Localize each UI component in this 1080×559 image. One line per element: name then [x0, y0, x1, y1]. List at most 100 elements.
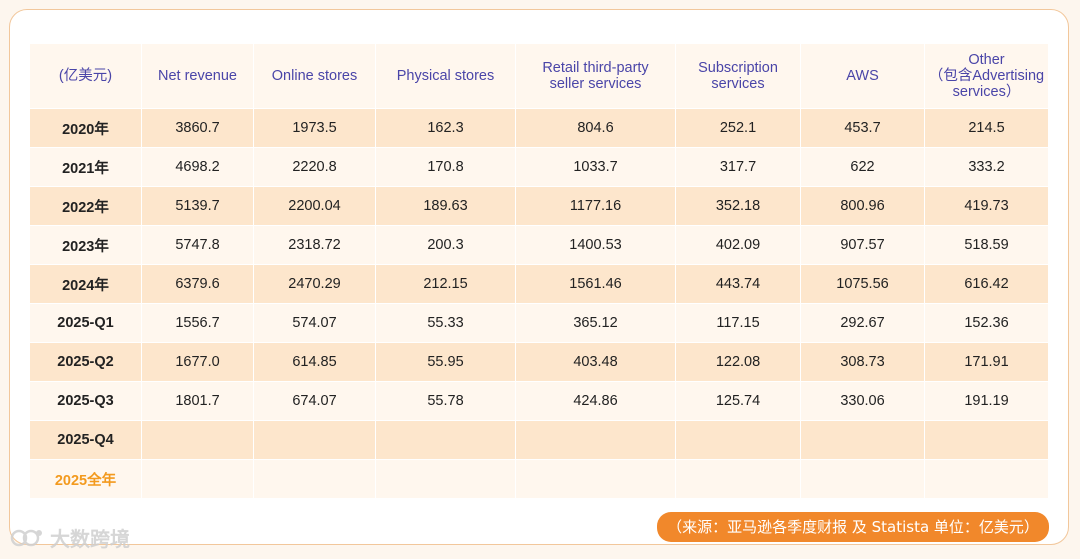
table-cell: 1561.46 — [516, 265, 676, 304]
table-cell: 1556.7 — [142, 304, 254, 343]
table-cell: 122.08 — [676, 343, 801, 382]
table-cell: 292.67 — [801, 304, 925, 343]
watermark: 大数跨境 — [10, 523, 130, 552]
table-row: 2025全年 — [30, 460, 1049, 499]
table-cell: 518.59 — [925, 226, 1049, 265]
table-cell: 189.63 — [376, 187, 516, 226]
table-cell — [801, 460, 925, 499]
table-cell: 171.91 — [925, 343, 1049, 382]
table-cell: 2318.72 — [254, 226, 376, 265]
table-cell — [254, 421, 376, 460]
table-cell: 804.6 — [516, 109, 676, 148]
table-cell: 330.06 — [801, 382, 925, 421]
table-cell — [142, 421, 254, 460]
table-cell — [925, 421, 1049, 460]
table-cell — [142, 460, 254, 499]
row-label: 2025-Q1 — [30, 304, 142, 343]
table-cell: 55.78 — [376, 382, 516, 421]
table-body: 2020年 3860.7 1973.5 162.3 804.6 252.1 453.7 214… — [30, 109, 1049, 499]
table-cell: 1177.16 — [516, 187, 676, 226]
source-note-text: （来源：亚马逊各季度财报 及 Statista 单位：亿美元） — [667, 518, 1039, 536]
table-cell: 800.96 — [801, 187, 925, 226]
table-cell: 1400.53 — [516, 226, 676, 265]
table-cell: 214.5 — [925, 109, 1049, 148]
table-cell: 317.7 — [676, 148, 801, 187]
table-row: 2021年 4698.2 2220.8 170.8 1033.7 317.7 622 333.… — [30, 148, 1049, 187]
column-header: Subscription services — [676, 44, 801, 109]
table-row: 2024年 6379.6 2470.29 212.15 1561.46 443.74 107… — [30, 265, 1049, 304]
table-cell: 200.3 — [376, 226, 516, 265]
table-cell: 443.74 — [676, 265, 801, 304]
table-cell — [516, 460, 676, 499]
table-cell: 616.42 — [925, 265, 1049, 304]
table-row: 2025-Q3 1801.7 674.07 55.78 424.86 125.74 330.… — [30, 382, 1049, 421]
table-cell: 4698.2 — [142, 148, 254, 187]
table-cell: 252.1 — [676, 109, 801, 148]
table-cell — [676, 460, 801, 499]
table-row: 2025-Q1 1556.7 574.07 55.33 365.12 117.15 292.… — [30, 304, 1049, 343]
watermark-text: 大数跨境 — [50, 527, 130, 551]
table-cell: 2200.04 — [254, 187, 376, 226]
table-cell: 403.48 — [516, 343, 676, 382]
table-cell: 1677.0 — [142, 343, 254, 382]
table-cell: 152.36 — [925, 304, 1049, 343]
table-cell: 622 — [801, 148, 925, 187]
column-header: Physical stores — [376, 44, 516, 109]
table-cell: 117.15 — [676, 304, 801, 343]
table-cell — [925, 460, 1049, 499]
row-label: 2021年 — [30, 148, 142, 187]
table-cell — [676, 421, 801, 460]
header-unit: (亿美元) — [30, 44, 142, 109]
row-label: 2024年 — [30, 265, 142, 304]
table-cell: 333.2 — [925, 148, 1049, 187]
table-cell: 5747.8 — [142, 226, 254, 265]
row-label: 2025全年 — [30, 460, 142, 499]
column-header: Retail third-party seller services — [516, 44, 676, 109]
revenue-table: (亿美元) Net revenue Online stores Physical st… — [30, 44, 1049, 499]
table-cell: 308.73 — [801, 343, 925, 382]
table-cell — [254, 460, 376, 499]
table-cell: 55.33 — [376, 304, 516, 343]
table-cell: 6379.6 — [142, 265, 254, 304]
source-note-badge: （来源：亚马逊各季度财报 及 Statista 单位：亿美元） — [657, 512, 1049, 542]
table-cell: 574.07 — [254, 304, 376, 343]
table-cell: 5139.7 — [142, 187, 254, 226]
table-cell: 1033.7 — [516, 148, 676, 187]
table-row: 2020年 3860.7 1973.5 162.3 804.6 252.1 453.7 214… — [30, 109, 1049, 148]
table-cell: 424.86 — [516, 382, 676, 421]
table-cell: 212.15 — [376, 265, 516, 304]
table-row: 2022年 5139.7 2200.04 189.63 1177.16 352.18 800… — [30, 187, 1049, 226]
table-cell: 352.18 — [676, 187, 801, 226]
row-label: 2022年 — [30, 187, 142, 226]
table-cell: 2220.8 — [254, 148, 376, 187]
table-row: 2025-Q4 — [30, 421, 1049, 460]
table-cell: 419.73 — [925, 187, 1049, 226]
table-cell: 191.19 — [925, 382, 1049, 421]
row-label: 2025-Q2 — [30, 343, 142, 382]
table-cell: 1973.5 — [254, 109, 376, 148]
table-header-row: (亿美元) Net revenue Online stores Physical st… — [30, 44, 1049, 109]
table-cell: 2470.29 — [254, 265, 376, 304]
column-header: Online stores — [254, 44, 376, 109]
table-row: 2025-Q2 1677.0 614.85 55.95 403.48 122.08 308.… — [30, 343, 1049, 382]
table-cell: 674.07 — [254, 382, 376, 421]
table-row: 2023年 5747.8 2318.72 200.3 1400.53 402.09 907.… — [30, 226, 1049, 265]
table-cell: 453.7 — [801, 109, 925, 148]
column-header: Net revenue — [142, 44, 254, 109]
column-header: Other （包含Advertising services） — [925, 44, 1049, 109]
column-header: AWS — [801, 44, 925, 109]
row-label: 2020年 — [30, 109, 142, 148]
table-cell: 162.3 — [376, 109, 516, 148]
table-cell — [376, 421, 516, 460]
table-cell: 1801.7 — [142, 382, 254, 421]
table-cell — [801, 421, 925, 460]
row-label: 2025-Q3 — [30, 382, 142, 421]
table-cell — [376, 460, 516, 499]
table-cell: 907.57 — [801, 226, 925, 265]
table-cell: 55.95 — [376, 343, 516, 382]
brand-logo-icon — [10, 529, 42, 546]
table-cell: 170.8 — [376, 148, 516, 187]
table-cell — [516, 421, 676, 460]
row-label: 2025-Q4 — [30, 421, 142, 460]
table-cell: 614.85 — [254, 343, 376, 382]
